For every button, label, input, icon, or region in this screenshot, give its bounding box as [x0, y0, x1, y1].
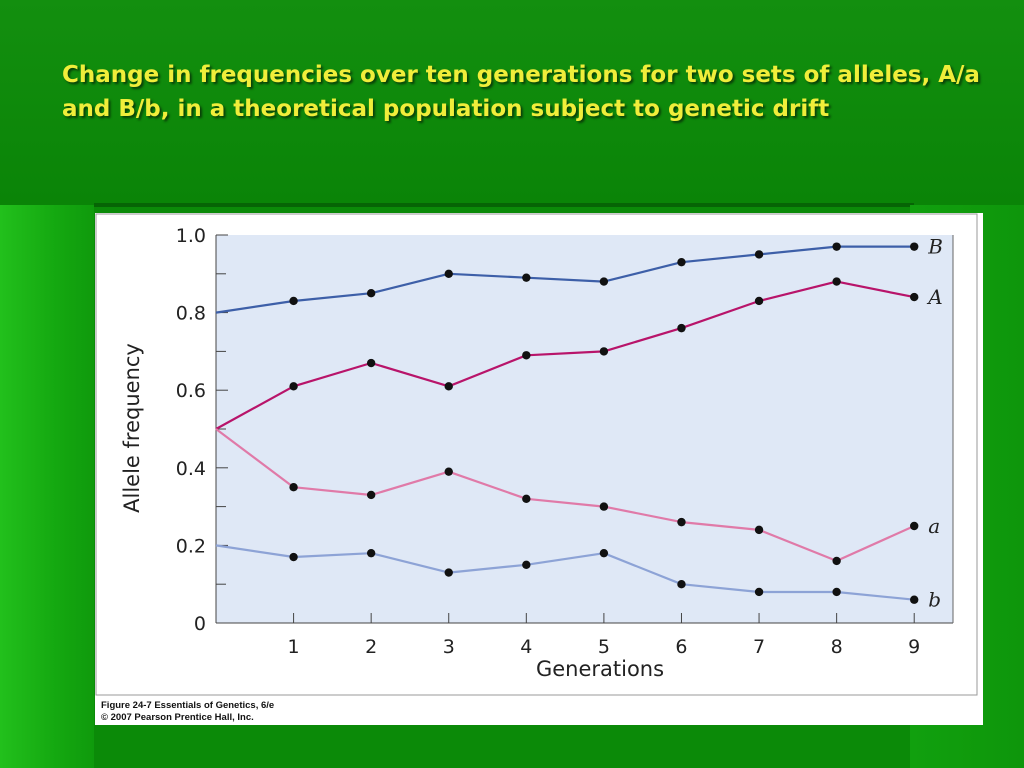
- y-tick-label: 0: [194, 613, 206, 635]
- data-point-A: [366, 358, 376, 368]
- slide-header-band: [0, 0, 1024, 205]
- data-point-b: [289, 552, 298, 562]
- data-point-b: [522, 560, 531, 569]
- series-label-A: A: [926, 285, 942, 309]
- y-tick-label: 0.6: [176, 380, 206, 402]
- x-axis-title: Generations: [536, 657, 664, 681]
- series-label-b: b: [928, 588, 941, 612]
- figure-caption: Figure 24-7 Essentials of Genetics, 6/e: [101, 700, 275, 711]
- y-axis-title: Allele frequency: [120, 343, 144, 513]
- y-tick-label: 1.0: [176, 225, 206, 247]
- data-point-b: [910, 595, 919, 604]
- data-point-B: [444, 269, 453, 278]
- data-point-A: [444, 382, 453, 391]
- y-tick-label: 0.8: [176, 303, 206, 325]
- figure-copyright: © 2007 Pearson Prentice Hall, Inc.: [101, 712, 254, 723]
- data-point-A: [289, 382, 298, 391]
- plot-area: [216, 235, 953, 623]
- data-point-a: [522, 494, 531, 504]
- data-point-A: [910, 292, 919, 302]
- data-point-a: [677, 517, 686, 527]
- data-point-B: [522, 273, 531, 282]
- data-point-B: [832, 242, 841, 251]
- x-tick-label: 4: [520, 636, 532, 658]
- x-tick-label: 8: [831, 636, 843, 658]
- left-accent-panel: [0, 205, 94, 768]
- data-point-B: [366, 289, 376, 298]
- data-point-a: [366, 490, 376, 500]
- data-point-a: [599, 502, 609, 511]
- data-point-B: [289, 296, 298, 306]
- data-point-A: [522, 351, 531, 360]
- data-point-A: [677, 323, 686, 333]
- allele-frequency-chart: 0 0.2 0.4 0.6 0.8 1.0 1 2 3 4 5 6 7 8 9 B Aa b Allele fre…: [95, 213, 978, 696]
- data-point-B: [910, 242, 919, 251]
- series-line-B: [215, 245, 915, 314]
- x-tick-label: 5: [598, 636, 610, 658]
- series-line-b: [215, 544, 915, 601]
- x-tick-label: 3: [443, 636, 455, 658]
- data-point-A: [832, 277, 841, 286]
- slide-title: Change in frequencies over ten generatio…: [62, 62, 980, 122]
- series-label-B: B: [927, 235, 943, 259]
- y-tick-label: 0.4: [176, 458, 206, 480]
- header-shadow-line: [94, 203, 914, 207]
- data-point-a: [910, 521, 919, 531]
- data-point-B: [754, 250, 764, 259]
- y-tick-label: 0.2: [176, 535, 206, 557]
- data-point-A: [599, 347, 609, 356]
- data-point-b: [677, 580, 686, 589]
- series-line-a: [215, 428, 915, 562]
- data-point-b: [599, 548, 609, 558]
- x-tick-label: 1: [288, 636, 300, 658]
- data-point-a: [289, 483, 298, 492]
- x-tick-label: 2: [365, 636, 377, 658]
- data-point-A: [754, 296, 764, 306]
- data-point-b: [832, 587, 841, 597]
- data-point-a: [832, 556, 841, 566]
- x-tick-label: 9: [908, 636, 920, 658]
- x-tick-label: 6: [675, 636, 687, 658]
- data-point-a: [754, 525, 764, 535]
- data-point-B: [677, 257, 686, 267]
- data-point-a: [444, 467, 453, 476]
- series-label-a: a: [928, 514, 940, 538]
- x-tick-label: 7: [753, 636, 765, 658]
- data-point-b: [444, 568, 453, 577]
- data-point-b: [366, 548, 376, 558]
- series-line-A: [215, 280, 915, 430]
- data-point-b: [754, 587, 764, 597]
- data-point-B: [599, 277, 609, 286]
